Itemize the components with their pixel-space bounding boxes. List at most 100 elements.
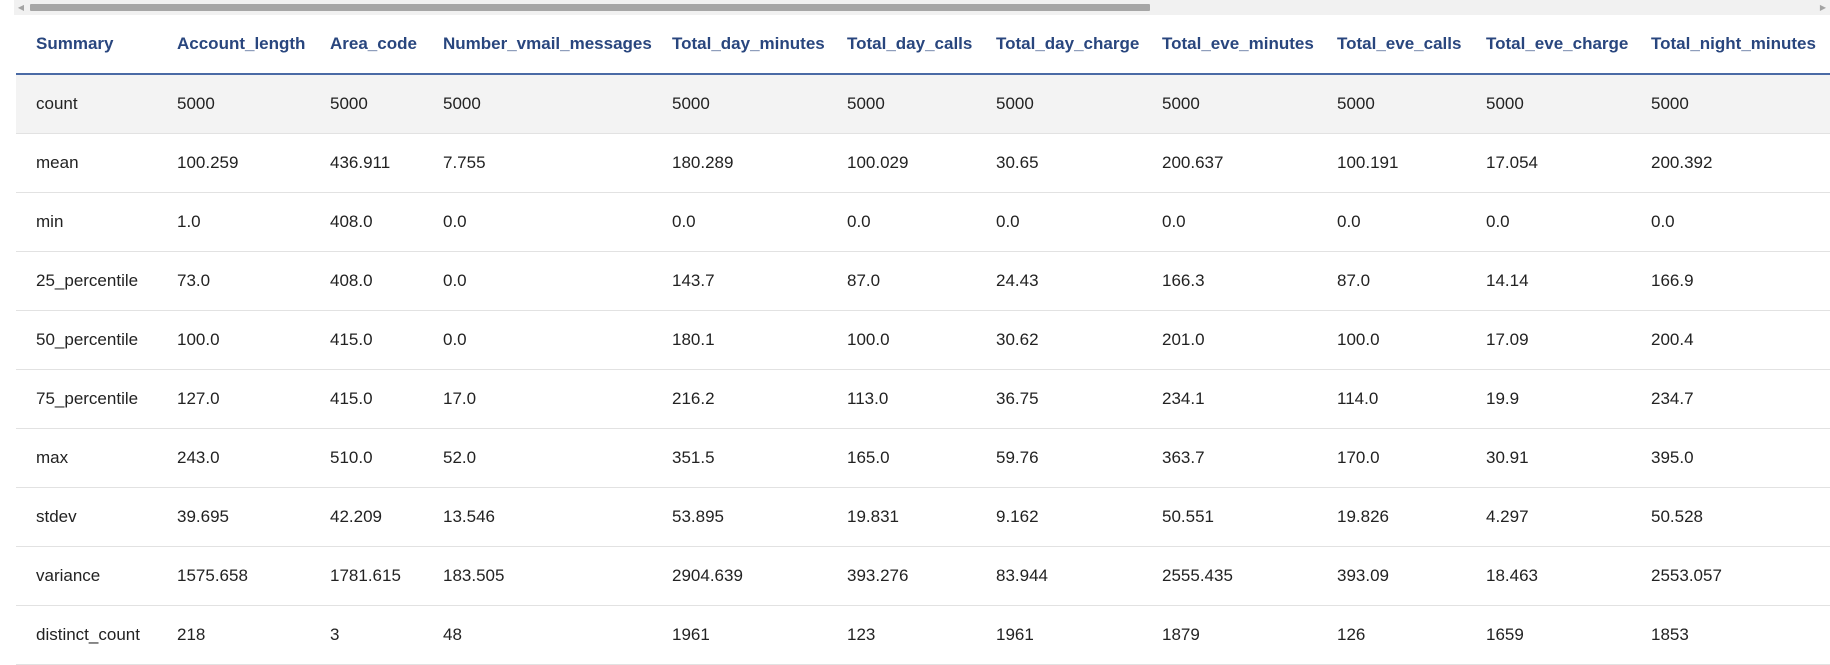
table-cell: 0.0	[423, 310, 652, 370]
table-row: max 243.0 510.0 52.0 351.5 165.0 59.76 363.7 170…	[16, 428, 1830, 488]
table-row: 75_percentile 127.0 415.0 17.0 216.2 113.0 36.…	[16, 369, 1830, 429]
column-header-total-night-minutes[interactable]: Total_night_minutes	[1631, 15, 1830, 75]
table-cell: 415.0	[310, 369, 423, 429]
table-cell: 3	[310, 605, 423, 665]
table-cell: 166.3	[1142, 251, 1317, 311]
table-cell: 4.297	[1466, 487, 1631, 547]
column-header-total-day-calls[interactable]: Total_day_calls	[827, 15, 976, 75]
row-label-cell: 25_percentile	[16, 251, 157, 311]
table-cell: 7.755	[423, 133, 652, 193]
scroll-right-arrow-icon[interactable]: ▶	[1819, 3, 1827, 12]
table-cell: 100.0	[157, 310, 310, 370]
table-cell: 5000	[1317, 74, 1466, 134]
table-cell: 0.0	[423, 192, 652, 252]
table-cell: 5000	[157, 74, 310, 134]
table-cell: 180.1	[652, 310, 827, 370]
table-cell: 510.0	[310, 428, 423, 488]
table-cell: 113.0	[827, 369, 976, 429]
table-cell: 36.75	[976, 369, 1142, 429]
table-cell: 17.0	[423, 369, 652, 429]
table-cell: 126	[1317, 605, 1466, 665]
table-cell: 1961	[976, 605, 1142, 665]
row-label-cell: stdev	[16, 487, 157, 547]
table-header-row: Summary Account_length Area_code Number_…	[16, 15, 1830, 75]
table-cell: 13.546	[423, 487, 652, 547]
column-header-account-length[interactable]: Account_length	[157, 15, 310, 75]
table-cell: 200.4	[1631, 310, 1830, 370]
table-cell: 30.62	[976, 310, 1142, 370]
table-cell: 1853	[1631, 605, 1830, 665]
table-cell: 114.0	[1317, 369, 1466, 429]
table-cell: 1879	[1142, 605, 1317, 665]
table-cell: 1659	[1466, 605, 1631, 665]
column-header-total-day-charge[interactable]: Total_day_charge	[976, 15, 1142, 75]
table-cell: 0.0	[1466, 192, 1631, 252]
table-cell: 5000	[1142, 74, 1317, 134]
table-cell: 100.029	[827, 133, 976, 193]
table-cell: 218	[157, 605, 310, 665]
column-header-summary[interactable]: Summary	[16, 15, 157, 75]
table-cell: 42.209	[310, 487, 423, 547]
table-cell: 14.14	[1466, 251, 1631, 311]
table-cell: 2553.057	[1631, 546, 1830, 606]
table-cell: 18.463	[1466, 546, 1631, 606]
table-cell: 19.826	[1317, 487, 1466, 547]
table-cell: 0.0	[976, 192, 1142, 252]
scroll-left-arrow-icon[interactable]: ◀	[17, 3, 25, 12]
table-cell: 87.0	[827, 251, 976, 311]
table-cell: 436.911	[310, 133, 423, 193]
table-cell: 83.944	[976, 546, 1142, 606]
table-row: 50_percentile 100.0 415.0 0.0 180.1 100.0 30.6…	[16, 310, 1830, 370]
table-cell: 1961	[652, 605, 827, 665]
horizontal-scrollbar[interactable]: ◀ ▶	[14, 0, 1830, 15]
row-label-cell: distinct_count	[16, 605, 157, 665]
table-cell: 5000	[827, 74, 976, 134]
table-cell: 200.392	[1631, 133, 1830, 193]
table-cell: 243.0	[157, 428, 310, 488]
row-label-cell: 50_percentile	[16, 310, 157, 370]
table-cell: 5000	[1631, 74, 1830, 134]
table-cell: 5000	[423, 74, 652, 134]
summary-table-container: Summary Account_length Area_code Number_…	[16, 15, 1830, 665]
column-header-total-eve-minutes[interactable]: Total_eve_minutes	[1142, 15, 1317, 75]
table-cell: 30.91	[1466, 428, 1631, 488]
table-row: min 1.0 408.0 0.0 0.0 0.0 0.0 0.0 0.0 0.0 0.0	[16, 192, 1830, 252]
scrollbar-thumb[interactable]	[30, 4, 1150, 11]
table-cell: 17.09	[1466, 310, 1631, 370]
table-row: stdev 39.695 42.209 13.546 53.895 19.831 9.162…	[16, 487, 1830, 547]
table-cell: 5000	[652, 74, 827, 134]
table-cell: 408.0	[310, 192, 423, 252]
table-cell: 127.0	[157, 369, 310, 429]
table-cell: 415.0	[310, 310, 423, 370]
table-cell: 50.551	[1142, 487, 1317, 547]
row-label-cell: variance	[16, 546, 157, 606]
table-cell: 53.895	[652, 487, 827, 547]
table-cell: 5000	[310, 74, 423, 134]
column-header-total-day-minutes[interactable]: Total_day_minutes	[652, 15, 827, 75]
table-cell: 363.7	[1142, 428, 1317, 488]
column-header-number-vmail-messages[interactable]: Number_vmail_messages	[423, 15, 652, 75]
table-cell: 201.0	[1142, 310, 1317, 370]
table-cell: 48	[423, 605, 652, 665]
table-cell: 351.5	[652, 428, 827, 488]
table-cell: 0.0	[1631, 192, 1830, 252]
table-cell: 1575.658	[157, 546, 310, 606]
row-label-cell: max	[16, 428, 157, 488]
table-cell: 2555.435	[1142, 546, 1317, 606]
table-cell: 100.0	[1317, 310, 1466, 370]
table-cell: 17.054	[1466, 133, 1631, 193]
summary-statistics-table: Summary Account_length Area_code Number_…	[16, 15, 1830, 665]
table-cell: 0.0	[1142, 192, 1317, 252]
table-cell: 1781.615	[310, 546, 423, 606]
table-cell: 52.0	[423, 428, 652, 488]
table-cell: 87.0	[1317, 251, 1466, 311]
table-cell: 30.65	[976, 133, 1142, 193]
row-label-cell: count	[16, 74, 157, 134]
column-header-total-eve-charge[interactable]: Total_eve_charge	[1466, 15, 1631, 75]
column-header-area-code[interactable]: Area_code	[310, 15, 423, 75]
table-cell: 170.0	[1317, 428, 1466, 488]
table-cell: 5000	[976, 74, 1142, 134]
column-header-total-eve-calls[interactable]: Total_eve_calls	[1317, 15, 1466, 75]
table-cell: 100.0	[827, 310, 976, 370]
row-label-cell: min	[16, 192, 157, 252]
